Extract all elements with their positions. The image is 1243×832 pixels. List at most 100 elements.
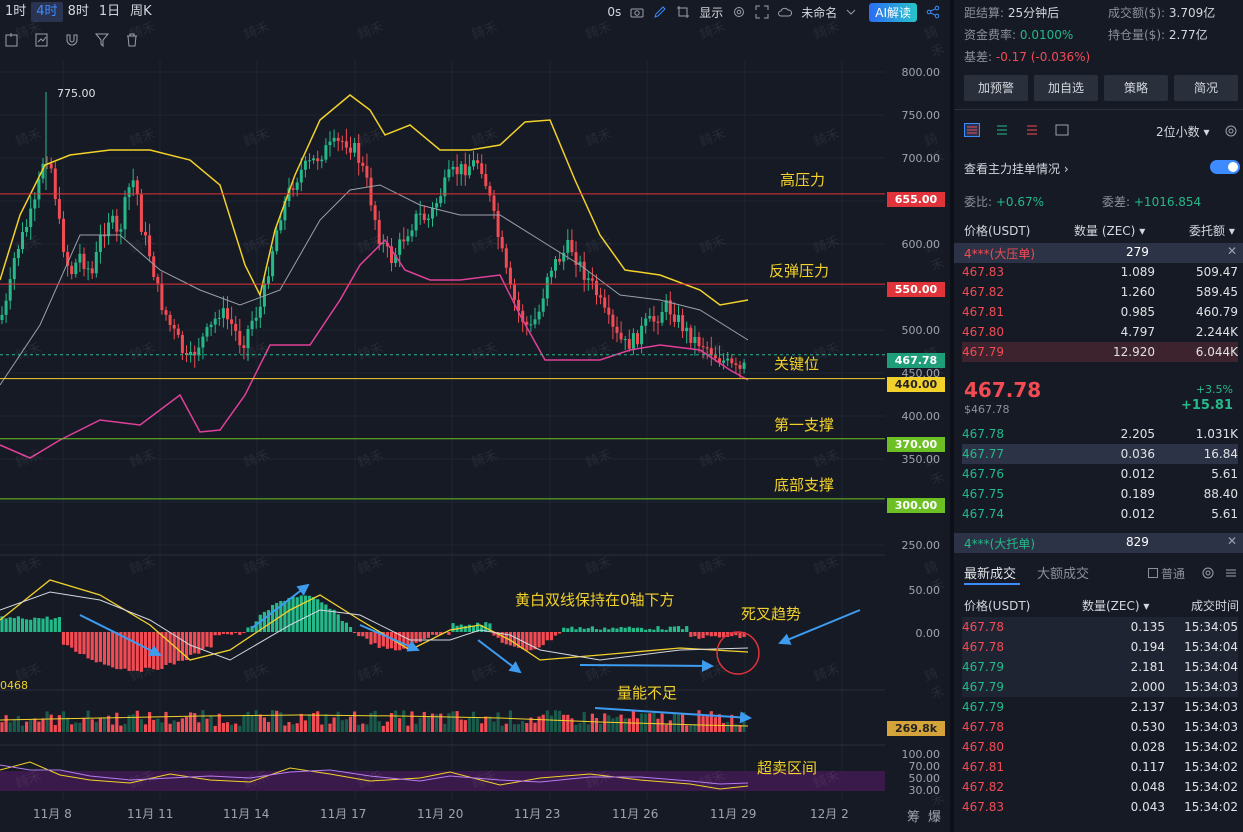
trades-col-qty[interactable]: 数量(ZEC) ▾: [1082, 599, 1150, 613]
macd-dif-line: [0, 579, 749, 661]
share-icon[interactable]: [926, 5, 940, 19]
candle-body: [90, 268, 94, 274]
ratio-label: 委比:: [964, 195, 993, 209]
candle-body: [230, 319, 234, 324]
macd-bar: [4, 618, 8, 632]
trade-price: 467.83: [962, 800, 1004, 814]
timeframe-8h[interactable]: 8时: [67, 4, 89, 19]
decimal-selector[interactable]: 2位小数 ▾: [1156, 125, 1210, 139]
indicator-icon[interactable]: [4, 32, 20, 48]
chart-panel[interactable]: 1时 4时 8时 1日 周K 0s 显示 未命名 AI解读: [0, 0, 950, 832]
add-alert-button[interactable]: 加预警: [964, 75, 1028, 101]
macd-bar: [664, 629, 668, 632]
volume-bar: [217, 713, 221, 732]
chevron-down-icon[interactable]: [846, 5, 860, 19]
close-icon[interactable]: ✕: [1226, 244, 1237, 258]
trade-qty: 0.028: [1130, 740, 1165, 754]
macd-bar: [184, 632, 189, 661]
candle-body: [111, 215, 115, 223]
bids-view-icon[interactable]: [994, 123, 1008, 137]
template-icon[interactable]: [34, 32, 50, 48]
big-ask-order[interactable]: 4***(大压单) 279 ✕: [954, 243, 1243, 263]
candle-body: [570, 240, 574, 253]
strategy-button[interactable]: 策略: [1104, 75, 1168, 101]
main-orders-link[interactable]: 查看主力挂单情况 ›: [964, 162, 1069, 176]
checkbox-icon[interactable]: [1148, 568, 1158, 578]
ask-row[interactable]: 467.83 1.089 509.47: [962, 262, 1238, 282]
settings-icon[interactable]: [1201, 566, 1215, 580]
macd-bar: [742, 632, 746, 637]
macd-bar: [508, 632, 512, 646]
ask-row[interactable]: 467.81 0.985 460.79: [962, 302, 1238, 322]
camera-icon[interactable]: [630, 5, 644, 19]
ask-row[interactable]: 467.82 1.260 589.45: [962, 282, 1238, 302]
magnet-icon[interactable]: [64, 32, 80, 48]
liquidation-icon[interactable]: 爆: [928, 810, 942, 825]
volume-bar: [681, 713, 685, 732]
bid-row[interactable]: 467.74 0.012 5.61: [962, 504, 1238, 524]
candle-body: [525, 321, 529, 325]
macd-bar: [57, 616, 61, 632]
gear-icon[interactable]: [732, 5, 746, 19]
candle-body: [217, 317, 221, 319]
volume-ma-line: [0, 714, 749, 727]
macd-bar: [213, 632, 217, 636]
depth-view-icon[interactable]: [1054, 123, 1069, 137]
ai-analysis-button[interactable]: AI解读: [869, 2, 917, 22]
trash-icon[interactable]: [124, 32, 140, 48]
price-chart[interactable]: [0, 60, 890, 800]
big-bid-order[interactable]: 4***(大托单) 829 ✕: [954, 533, 1243, 553]
bid-row[interactable]: 467.77 0.036 16.84: [962, 444, 1238, 464]
volume-bar: [230, 724, 234, 732]
crop-icon[interactable]: [676, 5, 690, 19]
turnover-value: 3.709亿: [1168, 6, 1216, 20]
add-watchlist-button[interactable]: 加自选: [1034, 75, 1098, 101]
candle-body: [459, 164, 463, 175]
ask-row[interactable]: 467.80 4.797 2.244K: [962, 322, 1238, 342]
macd-bar: [78, 632, 82, 654]
close-icon[interactable]: ✕: [1226, 534, 1237, 548]
pen-icon[interactable]: [653, 5, 667, 19]
col-total[interactable]: 委托额 ▾: [1189, 224, 1235, 238]
ask-row[interactable]: 467.79 12.920 6.044K: [962, 342, 1238, 362]
volume-bar: [377, 721, 381, 732]
both-sides-view-icon[interactable]: [964, 123, 980, 137]
bid-row[interactable]: 467.76 0.012 5.61: [962, 464, 1238, 484]
tab-large-trades[interactable]: 大额成交: [1037, 567, 1090, 582]
asks-view-icon[interactable]: [1024, 123, 1038, 137]
display-menu[interactable]: 显示: [699, 5, 724, 20]
annotation-low-volume: 量能不足: [617, 684, 678, 702]
candle-body: [709, 348, 713, 356]
fullscreen-icon[interactable]: [755, 5, 769, 19]
timeframe-1w[interactable]: 周K: [130, 4, 152, 19]
timeframe-4h[interactable]: 4时: [31, 2, 63, 22]
candle-body: [160, 283, 164, 311]
bid-row[interactable]: 467.78 2.205 1.031K: [962, 424, 1238, 444]
candle-body: [209, 324, 213, 328]
trade-row: 467.79 2.000 15:34:03: [962, 677, 1238, 697]
macd-bar: [238, 632, 242, 635]
bid-row[interactable]: 467.75 0.189 88.40: [962, 484, 1238, 504]
overview-button[interactable]: 简况: [1174, 75, 1238, 101]
price-axis-label: 700.00: [901, 152, 941, 165]
filter-icon[interactable]: [94, 32, 110, 48]
panel-divider[interactable]: [950, 0, 954, 832]
chip-icon[interactable]: 筹: [907, 810, 921, 825]
change-percent: +3.5%: [1195, 383, 1233, 396]
candle-body: [119, 229, 123, 232]
layout-name[interactable]: 未命名: [801, 5, 838, 20]
main-orders-toggle[interactable]: [1210, 160, 1240, 174]
volume-bar: [402, 710, 406, 732]
macd-bar: [463, 625, 467, 632]
timeframe-1h[interactable]: 1时: [5, 4, 27, 19]
candle-body: [730, 358, 734, 364]
settings-icon[interactable]: [1224, 124, 1238, 138]
normal-filter[interactable]: 普通: [1148, 565, 1185, 582]
col-qty[interactable]: 数量 (ZEC) ▾: [1074, 224, 1146, 238]
candle-body: [33, 199, 37, 209]
timeframe-1d[interactable]: 1日: [98, 4, 121, 19]
candle-body: [0, 314, 4, 320]
more-icon[interactable]: [1224, 566, 1238, 580]
tab-latest-trades[interactable]: 最新成交: [964, 567, 1017, 582]
volume-bar: [512, 724, 517, 732]
